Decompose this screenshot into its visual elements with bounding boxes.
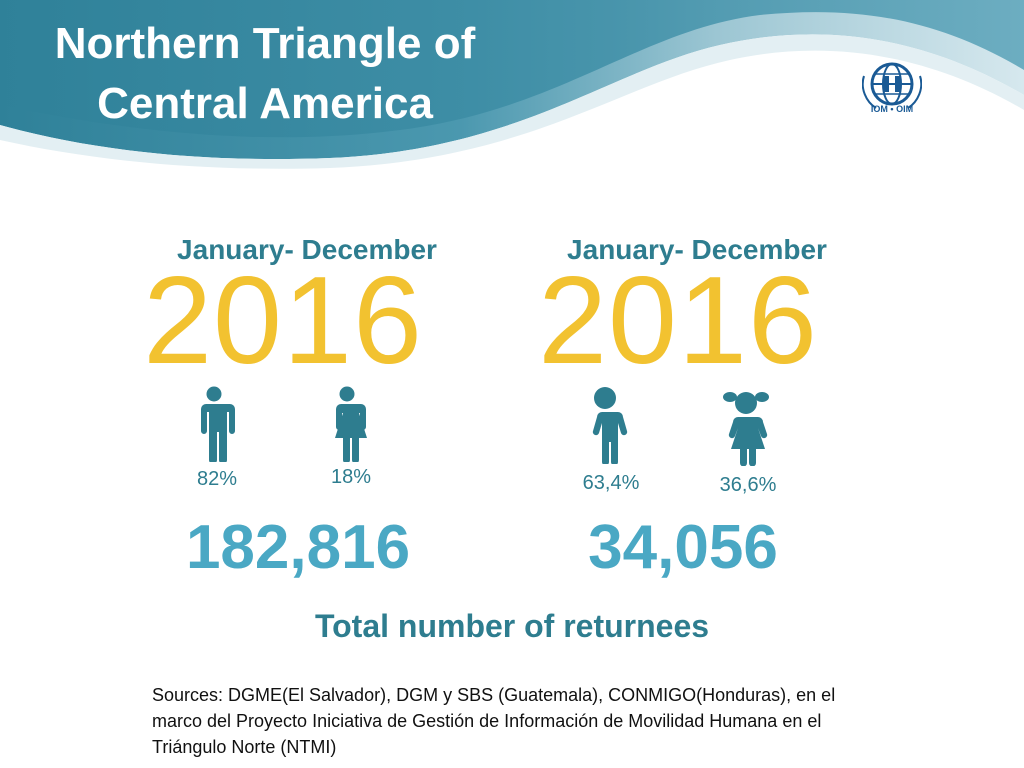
year-value: 2016 [143, 252, 423, 390]
logo-text: IOM • OIM [870, 104, 914, 114]
man-icon [198, 386, 235, 462]
sources-note: Sources: DGME(El Salvador), DGM y SBS (G… [152, 685, 836, 757]
boy-icon [592, 387, 628, 464]
period-label: January- December [567, 234, 827, 265]
women-percent: 18% [330, 466, 372, 488]
adult-total: 182,816 [185, 513, 411, 582]
header-wave-banner [0, 0, 1024, 169]
period-label: January- December [177, 234, 437, 265]
woman-icon [333, 386, 367, 462]
total-caption: Total number of returnees [314, 608, 710, 644]
year-value: 2016 [538, 252, 818, 390]
men-percent: 82% [196, 468, 238, 490]
iom-logo [862, 62, 922, 109]
girl-icon [723, 392, 769, 466]
page-title: Northern Triangle of Central America [54, 19, 476, 128]
children-total: 34,056 [588, 513, 778, 582]
girls-percent: 36,6% [719, 474, 777, 496]
boys-percent: 63,4% [582, 472, 640, 494]
